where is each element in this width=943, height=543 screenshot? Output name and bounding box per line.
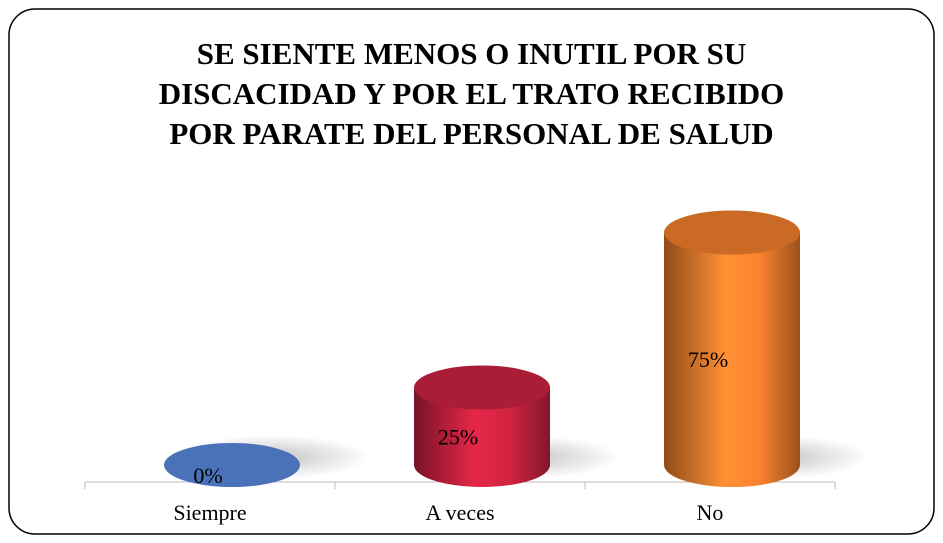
value-label: 25% [438,424,478,449]
x-tick-label: A veces [425,500,494,525]
x-tick-label: No [697,500,724,525]
chart-title: SE SIENTE MENOS O INUTIL POR SU DISCACID… [158,36,785,151]
value-label: 75% [688,347,728,372]
cylinder-top [414,365,550,410]
cylinder-top [164,443,300,487]
x-tick-label: Siempre [173,500,246,525]
cylinder-top [664,210,800,255]
cylinder-body [414,387,550,487]
cylinder-body [664,232,800,487]
value-label: 0% [193,463,222,488]
